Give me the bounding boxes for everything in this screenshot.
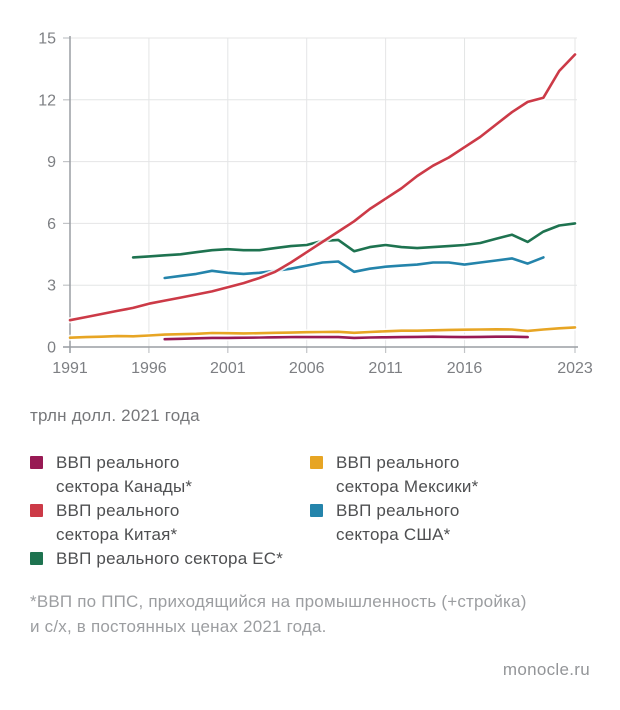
legend-label-eu: ВВП реального сектора ЕС* xyxy=(56,549,284,568)
source-link: monocle.ru xyxy=(502,660,590,679)
footnote: *ВВП по ППС, приходящийся на промышленно… xyxy=(30,592,527,636)
usa-swatch-icon xyxy=(310,504,323,517)
china-swatch-icon xyxy=(30,504,43,517)
legend-item-usa: ВВП реального сектора США* xyxy=(310,499,600,547)
legend-item-eu: ВВП реального сектора ЕС* xyxy=(30,547,290,571)
x-axis-label: 2023 xyxy=(557,360,593,377)
series-line-usa xyxy=(163,256,545,280)
series-halo-china xyxy=(67,51,578,324)
eu-swatch-icon xyxy=(30,552,43,565)
x-axis-label: 2011 xyxy=(368,360,403,377)
chart-area: 0 3 6 9 12 15 1991 1996 2001 2006 2011 2016 2023 xyxy=(38,31,593,378)
series-line-mexico xyxy=(68,326,577,340)
series-line-canada xyxy=(163,335,530,341)
x-axis-label: 2006 xyxy=(289,360,325,377)
legend-item-canada: ВВП реального сектора Канады* xyxy=(30,451,290,499)
x-axis-label: 2001 xyxy=(210,360,246,377)
x-axis-label: 1991 xyxy=(52,360,88,377)
x-axis-label: 1996 xyxy=(131,360,167,377)
legend-column-right: ВВП реального сектора Мексики* ВВП реаль… xyxy=(310,451,600,547)
y-axis-label: 0 xyxy=(47,340,56,357)
y-axis-label: 6 xyxy=(47,216,56,233)
unit-label: трлн долл. 2021 года xyxy=(30,406,200,425)
y-axis-label: 15 xyxy=(38,31,56,48)
legend-label-canada: ВВП реального сектора Канады* xyxy=(56,453,193,496)
y-axis-label: 9 xyxy=(47,154,56,171)
y-axis-label: 12 xyxy=(38,92,56,109)
mexico-swatch-icon xyxy=(310,456,323,469)
legend-column-left: ВВП реального сектора Канады* ВВП реальн… xyxy=(30,451,290,571)
legend-item-mexico: ВВП реального сектора Мексики* xyxy=(310,451,600,499)
x-axis-label: 2016 xyxy=(447,360,483,377)
series-line-china xyxy=(68,53,577,322)
legend-item-china: ВВП реального сектора Китая* xyxy=(30,499,290,547)
chart-canvas: 0 3 6 9 12 15 1991 1996 2001 2006 2011 2016 2023 xyxy=(38,31,593,378)
legend-label-china: ВВП реального сектора Китая* xyxy=(56,501,180,544)
canada-swatch-icon xyxy=(30,456,43,469)
y-axis-label: 3 xyxy=(47,278,56,295)
legend-label-usa: ВВП реального сектора США* xyxy=(336,501,460,544)
legend-label-mexico: ВВП реального сектора Мексики* xyxy=(336,453,479,496)
series-line-eu xyxy=(131,222,577,259)
